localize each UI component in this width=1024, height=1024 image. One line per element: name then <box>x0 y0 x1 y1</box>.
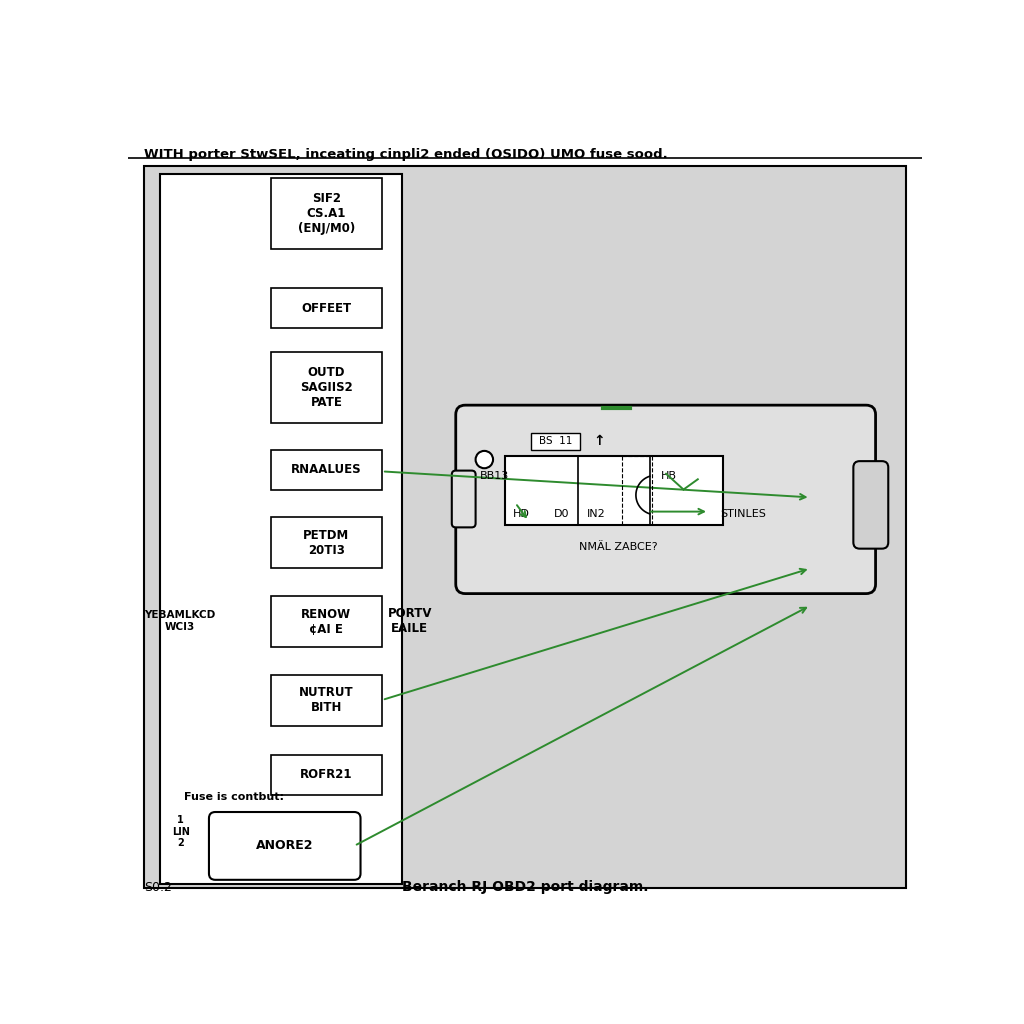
Text: RNAALUES: RNAALUES <box>291 463 361 476</box>
Text: ↑: ↑ <box>594 434 605 449</box>
Text: HB: HB <box>662 471 677 481</box>
Text: BB13: BB13 <box>480 471 509 481</box>
FancyBboxPatch shape <box>270 289 382 328</box>
Text: ROFR21: ROFR21 <box>300 768 352 781</box>
Text: 1
LIN
2: 1 LIN 2 <box>172 815 189 848</box>
Text: YEBAMLKCD
WCI3: YEBAMLKCD WCI3 <box>144 610 215 632</box>
FancyBboxPatch shape <box>270 451 382 489</box>
FancyBboxPatch shape <box>209 812 360 880</box>
FancyBboxPatch shape <box>505 456 723 525</box>
Text: Fuse is contbut:: Fuse is contbut: <box>183 792 284 802</box>
Text: NUTRUT
BITH: NUTRUT BITH <box>299 686 353 715</box>
FancyBboxPatch shape <box>160 174 401 884</box>
FancyBboxPatch shape <box>270 756 382 795</box>
Text: HD: HD <box>513 509 530 519</box>
Text: IN2: IN2 <box>587 509 605 519</box>
FancyBboxPatch shape <box>531 433 581 451</box>
Text: SIF2
CS.A1
(ENJ/M0): SIF2 CS.A1 (ENJ/M0) <box>298 193 355 236</box>
Text: OFFEET: OFFEET <box>301 302 351 314</box>
Text: BS  11: BS 11 <box>539 436 572 446</box>
FancyBboxPatch shape <box>452 471 475 527</box>
Text: S0.2: S0.2 <box>143 881 172 894</box>
Text: Beranch RJ OBD2 port diagram.: Beranch RJ OBD2 port diagram. <box>401 880 648 894</box>
FancyBboxPatch shape <box>270 351 382 423</box>
Text: WITH porter StwSEL, inceating cinpli2 ended (OSIDO) UMO fuse sood.: WITH porter StwSEL, inceating cinpli2 en… <box>143 148 668 161</box>
Circle shape <box>475 451 494 468</box>
FancyBboxPatch shape <box>853 461 888 549</box>
Text: STINLES: STINLES <box>720 509 766 519</box>
Text: D0: D0 <box>554 509 569 519</box>
FancyBboxPatch shape <box>143 166 905 888</box>
Text: OUTD
SAGIIS2
PATE: OUTD SAGIIS2 PATE <box>300 366 353 409</box>
FancyBboxPatch shape <box>270 178 382 249</box>
FancyBboxPatch shape <box>270 675 382 726</box>
Text: NMÄL ZABCE?: NMÄL ZABCE? <box>580 542 657 552</box>
FancyBboxPatch shape <box>270 596 382 647</box>
Text: RENOW
¢AI E: RENOW ¢AI E <box>301 607 351 636</box>
Text: PORTV
EAILE: PORTV EAILE <box>387 607 432 635</box>
Text: ANORE2: ANORE2 <box>256 840 313 852</box>
FancyBboxPatch shape <box>456 406 876 594</box>
Text: PETDM
20TI3: PETDM 20TI3 <box>303 528 349 557</box>
FancyBboxPatch shape <box>270 517 382 568</box>
